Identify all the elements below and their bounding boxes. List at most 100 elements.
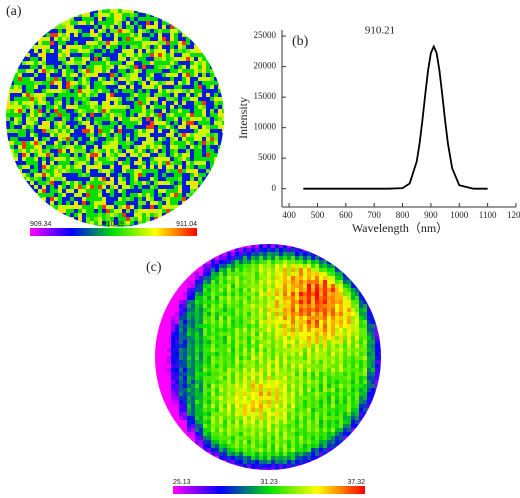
wafer-cell [371, 324, 376, 329]
wafer-cell [271, 260, 276, 265]
wafer-cell [311, 380, 316, 385]
wafer-cell [279, 376, 284, 381]
wafer-cell [26, 165, 31, 170]
wafer-cell [307, 260, 312, 265]
wafer-cell [74, 21, 79, 26]
wafer-cell [34, 133, 39, 138]
wafer-cell [231, 348, 236, 353]
wafer-cell [146, 169, 151, 174]
wafer-cell [18, 65, 23, 70]
wafer-cell [114, 13, 119, 18]
wafer-cell [198, 161, 203, 166]
wafer-cell [158, 189, 163, 194]
wafer-cell [275, 400, 280, 405]
wafer-cell [215, 396, 220, 401]
wafer-cell [299, 416, 304, 421]
wafer-cell [355, 416, 360, 421]
wafer-cell [195, 436, 200, 441]
wafer-cell [166, 25, 171, 30]
wafer-cell [291, 268, 296, 273]
wafer-cell [214, 129, 219, 134]
wafer-cell [46, 81, 51, 86]
wafer-cell [215, 344, 220, 349]
wafer-cell [179, 328, 184, 333]
wafer-cell [343, 388, 348, 393]
wafer-cell [66, 21, 71, 26]
wafer-cell [114, 189, 119, 194]
wafer-cell [62, 69, 67, 74]
wafer-cell [211, 308, 216, 313]
wafer-cell [14, 137, 19, 142]
wafer-cell [279, 416, 284, 421]
wafer-cell [223, 448, 228, 453]
wafer-cell [379, 336, 381, 341]
wafer-cell [118, 153, 123, 158]
wafer-cell [118, 97, 123, 102]
wafer-cell [38, 177, 43, 182]
wafer-cell [299, 296, 304, 301]
wafer-cell [275, 440, 280, 445]
wafer-cell [106, 213, 111, 218]
wafer-cell [50, 121, 55, 126]
wafer-cell [162, 181, 167, 186]
wafer-cell [215, 444, 220, 449]
wafer-cell [118, 137, 123, 142]
wafer-cell [159, 396, 164, 401]
wafer-cell [22, 145, 27, 150]
wafer-cell [90, 161, 95, 166]
wafer-cell [182, 137, 187, 142]
wafer-cell [339, 324, 344, 329]
wafer-cell [299, 260, 304, 265]
wafer-cell [295, 432, 300, 437]
wafer-cell [162, 25, 167, 30]
wafer-cell [62, 29, 67, 34]
wafer-cell [263, 328, 268, 333]
wafer-cell [347, 360, 352, 365]
wafer-cell [303, 376, 308, 381]
wafer-cell [126, 173, 131, 178]
wafer-cell [179, 296, 184, 301]
wafer-cell [179, 308, 184, 313]
wafer-cell [6, 85, 11, 90]
wafer-cell [174, 153, 179, 158]
wafer-cell [62, 145, 67, 150]
wafer-cell [271, 372, 276, 377]
wafer-cell [191, 408, 196, 413]
wafer-cell [339, 420, 344, 425]
wafer-cell [191, 292, 196, 297]
wafer-cell [243, 268, 248, 273]
wafer-cell [195, 352, 200, 357]
wafer-cell [14, 89, 19, 94]
wafer-cell [307, 428, 312, 433]
wafer-cell [94, 153, 99, 158]
wafer-cell [142, 45, 147, 50]
wafer-cell [62, 209, 67, 214]
wafer-cell [315, 392, 320, 397]
wafer-cell [287, 296, 292, 301]
wafer-cell [279, 372, 284, 377]
wafer-cell [146, 85, 151, 90]
wafer-cell [195, 304, 200, 309]
wafer-cell [122, 105, 127, 110]
wafer-cell [162, 97, 167, 102]
wafer-cell [255, 324, 260, 329]
wafer-cell [267, 428, 272, 433]
wafer-cell [275, 260, 280, 265]
wafer-cell [178, 97, 183, 102]
wafer-cell [194, 149, 199, 154]
wafer-cell [106, 113, 111, 118]
wafer-cell [42, 145, 47, 150]
wafer-cell [355, 352, 360, 357]
wafer-cell [118, 109, 123, 114]
wafer-cell [146, 45, 151, 50]
wafer-cell [311, 332, 316, 337]
wafer-cell [351, 280, 356, 285]
wafer-cell [335, 332, 340, 337]
wafer-cell [351, 396, 356, 401]
wafer-cell [114, 209, 119, 214]
wafer-cell [146, 161, 151, 166]
wafer-cell [271, 320, 276, 325]
wafer-cell [343, 372, 348, 377]
wafer-cell [14, 101, 19, 106]
wafer-cell [38, 161, 43, 166]
